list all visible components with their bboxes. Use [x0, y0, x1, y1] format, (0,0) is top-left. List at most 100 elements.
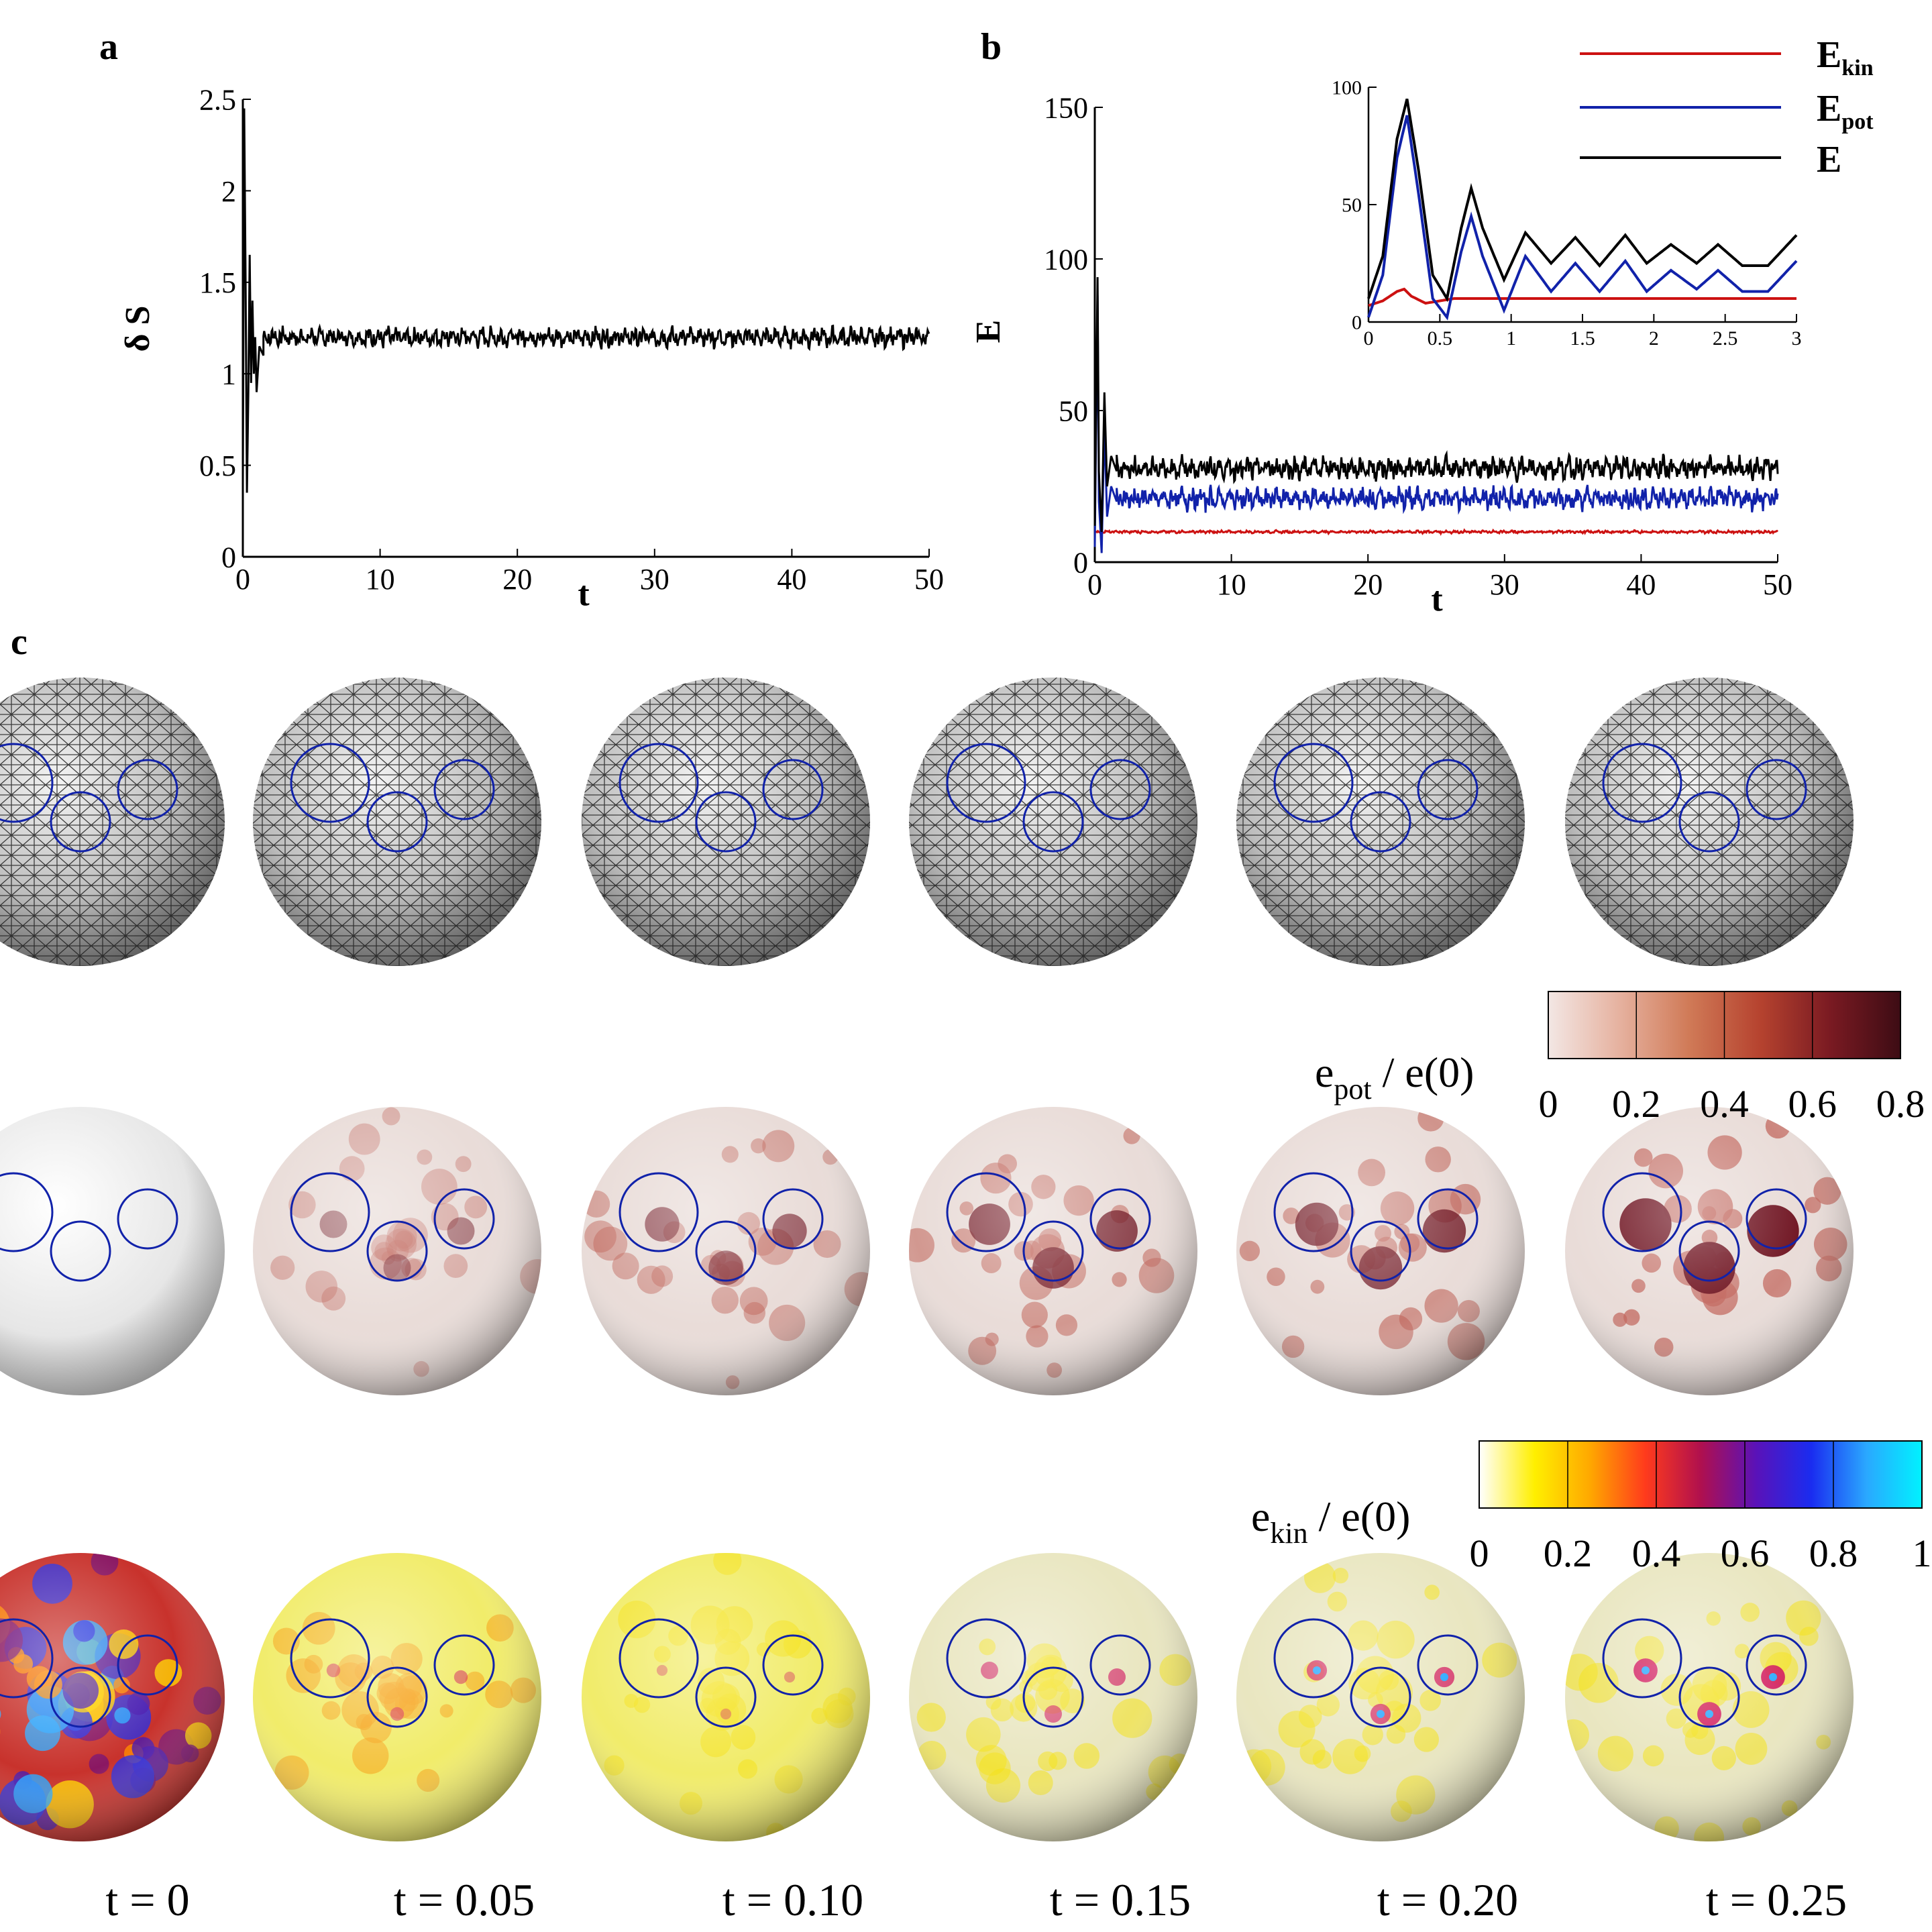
colorbar-epot-tick: 0.2 [1612, 1082, 1661, 1126]
sphere-mesh-1 [253, 678, 541, 966]
chart-b-series-ekin [1093, 528, 1779, 536]
sphere-mesh-grid [582, 678, 870, 966]
panel-label-c: c [11, 621, 28, 663]
colorbar-epot-tick: 0 [1539, 1082, 1558, 1126]
sphere-ref-circle [1022, 1666, 1084, 1728]
chart-b-xtick-label: 30 [1490, 568, 1519, 601]
sphere-epot-4 [1236, 1107, 1525, 1395]
chart-a-ytick-label: 2 [221, 175, 236, 208]
sphere-shade [1565, 1107, 1854, 1395]
sphere-ekin-3 [909, 1553, 1197, 1841]
inset-xtick-label: 1 [1506, 327, 1516, 350]
sphere-mesh-grid [1236, 678, 1525, 966]
colorbar-ekin-bar [1479, 1440, 1923, 1509]
sphere-ref-circle [762, 1188, 824, 1250]
sphere-ref-circle [50, 1220, 111, 1282]
sphere-ref-circle [1417, 759, 1479, 820]
sphere-ref-circle [695, 1666, 757, 1728]
chart-b-xtick-label: 40 [1626, 568, 1656, 601]
chart-a: 0 10 20 30 40 50 0 0.5 1 1.5 2 2.5 t δ S [119, 83, 944, 613]
sphere-ref-circle [1273, 1618, 1354, 1699]
sphere-ref-circle [695, 791, 757, 853]
sphere-shade [253, 1107, 541, 1395]
sphere-shade [1236, 1107, 1525, 1395]
sphere-ref-circle [0, 1618, 54, 1699]
sphere-ref-circle [1678, 1666, 1740, 1728]
sphere-ref-circle [1417, 1634, 1479, 1696]
sphere-mesh-2 [582, 678, 870, 966]
chart-a-xtick-label: 0 [235, 563, 250, 596]
sphere-epot-body [0, 1107, 225, 1395]
chart-b-xtick-label: 0 [1087, 568, 1102, 601]
chart-a-ylabel: δ S [119, 306, 157, 352]
sphere-ref-circle [1273, 1172, 1354, 1252]
chart-a-ytick-label: 2.5 [199, 83, 236, 116]
sphere-ref-circle [1022, 1220, 1084, 1282]
chart-b-ytick-label: 100 [1044, 243, 1088, 276]
time-labels: t = 0 t = 0.05 t = 0.10 t = 0.15 t = 0.20 t =… [105, 1874, 1847, 1925]
sphere-ref-circle [946, 743, 1026, 823]
sphere-ref-circle [1746, 759, 1807, 820]
sphere-mesh-3 [909, 678, 1197, 966]
inset-xtick-label: 0 [1364, 327, 1374, 350]
sphere-mesh-grid [0, 678, 225, 966]
colorbar-ekin-tick: 0.8 [1809, 1532, 1858, 1575]
inset-series-ekin [1368, 287, 1796, 307]
sphere-ref-circle [1350, 791, 1411, 853]
chart-b-series-e [1093, 277, 1779, 532]
colorbar-ekin-tick: 0 [1470, 1532, 1489, 1575]
chart-b-xtick-label: 10 [1217, 568, 1246, 601]
chart-b-series-epot [1093, 295, 1779, 553]
sphere-ref-circle [1273, 743, 1354, 823]
colorbar-epot-tick: 0.8 [1876, 1082, 1925, 1126]
sphere-mesh-grid [1565, 678, 1854, 966]
sphere-ref-circle [117, 1188, 178, 1250]
inset-xtick-label: 2.5 [1713, 327, 1738, 350]
sphere-ref-circle [50, 791, 111, 853]
panel-label-a: a [99, 26, 118, 68]
inset-series-e [1367, 99, 1798, 303]
inset-xtick-label: 3 [1792, 327, 1802, 350]
colorbar-ekin-tick: 0.6 [1721, 1532, 1770, 1575]
sphere-ref-circle [366, 791, 428, 853]
sphere-ref-circle [0, 1172, 54, 1252]
colorbar-epot-title: epot / e(0) [1315, 1049, 1474, 1106]
sphere-ekin-1 [253, 1553, 541, 1841]
time-label-1: t = 0.05 [394, 1874, 535, 1925]
colorbar-ekin-tick: 0.4 [1632, 1532, 1681, 1575]
chart-a-xtick-label: 50 [914, 563, 944, 596]
sphere-ref-circle [117, 759, 178, 820]
sphere-ref-circle [619, 743, 699, 823]
sphere-shade [909, 1107, 1197, 1395]
chart-b-ytick-label: 0 [1073, 546, 1088, 579]
time-label-3: t = 0.15 [1050, 1874, 1191, 1925]
sphere-ekin-0 [0, 1553, 225, 1841]
sphere-ref-circle [290, 743, 370, 823]
sphere-ref-circle [1089, 1188, 1151, 1250]
sphere-epot-0 [0, 1107, 225, 1395]
sphere-shade [253, 1553, 541, 1841]
legend-label-ekin: Ekin [1817, 34, 1874, 80]
sphere-epot-1 [253, 1107, 541, 1395]
sphere-ref-circle [433, 759, 495, 820]
time-label-2: t = 0.10 [722, 1874, 863, 1925]
sphere-ref-circle [1089, 759, 1151, 820]
colorbar-ekin-ticks: 0 0.2 0.4 0.6 0.8 1 [1470, 1441, 1932, 1575]
sphere-ekin-2 [582, 1553, 870, 1841]
sphere-mesh-grid [909, 678, 1197, 966]
sphere-ref-circle [1746, 1188, 1807, 1250]
sphere-grid [0, 678, 1854, 1841]
sphere-shade [582, 1553, 870, 1841]
chart-a-ytick-label: 1.5 [199, 266, 236, 299]
chart-b-xlabel: t [1431, 580, 1443, 619]
colorbar-ekin: 0 0.2 0.4 0.6 0.8 1 ekin / e(0) [1251, 1440, 1932, 1575]
inset-xtick-label: 2 [1649, 327, 1659, 350]
sphere-ref-circle [433, 1634, 495, 1696]
sphere-ref-circle [1602, 1172, 1682, 1252]
sphere-ref-circle [0, 743, 54, 823]
sphere-shade [909, 1553, 1197, 1841]
inset-xtick-label: 1.5 [1570, 327, 1595, 350]
chart-b-xtick-label: 50 [1763, 568, 1792, 601]
